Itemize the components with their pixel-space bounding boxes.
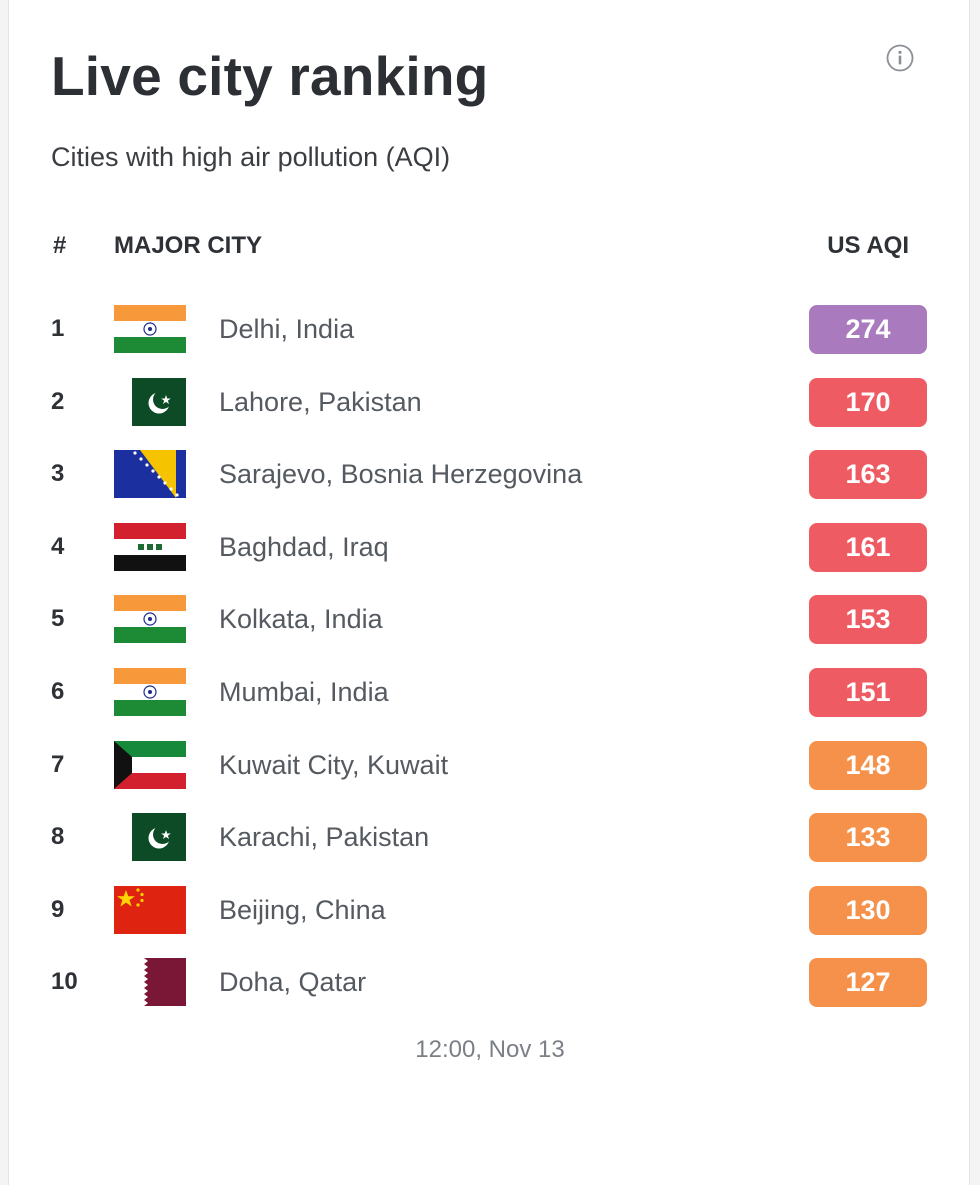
bosnia-flag-icon [114,450,186,499]
city-name-link[interactable]: Delhi, India [219,314,355,344]
kuwait-flag-icon [114,740,186,789]
table-row[interactable]: 8 Karachi, Pakistan 133 [9,811,971,863]
rank-number: 5 [51,605,65,633]
aqi-badge: 127 [809,958,927,1008]
rank-number: 6 [51,678,65,705]
pakistan-flag-icon [132,813,186,862]
city-name-link[interactable]: Kolkata, India [219,604,383,635]
column-header-aqi: US AQI [827,232,909,259]
city-ranking-card: Live city ranking Cities with high air p… [8,0,970,1185]
aqi-badge: 151 [809,668,927,717]
subtitle: Cities with high air pollution (AQI) [51,142,451,172]
city-name-link[interactable]: Sarajevo, Bosnia Herzegovina [219,459,583,490]
rank-number: 4 [51,532,65,560]
city-name-link[interactable]: Baghdad, Iraq [219,531,389,562]
india-flag-icon [114,305,186,353]
city-name-link[interactable]: Kuwait City, Kuwait [219,749,449,780]
aqi-badge: 153 [809,595,927,645]
rank-number: 7 [51,750,65,778]
india-flag-icon [114,595,186,644]
aqi-badge: 163 [809,450,927,500]
rank-number: 10 [51,968,78,996]
city-name-link[interactable]: Beijing, China [219,894,386,925]
india-flag-icon [114,668,186,716]
city-name-link[interactable]: Karachi, Pakistan [219,822,430,853]
column-header-city: MAJOR CITY [114,232,263,259]
aqi-badge: 170 [809,377,927,427]
column-header-rank: # [53,232,67,259]
city-name-link[interactable]: Mumbai, India [219,677,389,707]
aqi-badge: 130 [809,885,927,935]
qatar-flag-icon [132,958,186,1007]
table-row[interactable]: 6 Mumbai, India 151 [9,666,971,718]
table-row[interactable]: 5 Kolkata, India 153 [9,593,971,645]
aqi-badge: 274 [809,305,927,354]
rank-number: 8 [51,823,65,851]
table-row[interactable]: 7 Kuwait City, Kuwait 148 [9,739,971,791]
city-name-link[interactable]: Doha, Qatar [219,967,367,998]
rank-number: 2 [51,387,65,415]
table-row[interactable]: 2 Lahore, Pakistan 170 [9,376,971,428]
aqi-badge: 161 [809,522,927,572]
pakistan-flag-icon [132,377,186,426]
china-flag-icon [114,885,186,934]
city-name-link[interactable]: Lahore, Pakistan [219,386,422,417]
aqi-badge: 133 [809,813,927,863]
rank-number: 3 [51,460,65,488]
iraq-flag-icon [114,522,186,571]
rank-number: 9 [51,895,65,923]
info-icon[interactable] [886,44,914,72]
page-title: Live city ranking [51,45,489,107]
table-row[interactable]: 3 Sarajevo, Bosnia Herzegovina 163 [9,448,971,500]
aqi-badge: 148 [809,740,927,790]
table-row[interactable]: 1 Delhi, India 274 [9,303,971,355]
update-timestamp: 12:00, Nov 13 [415,1036,565,1063]
rank-number: 1 [51,315,65,342]
table-row[interactable]: 4 Baghdad, Iraq 161 [9,521,971,573]
table-row[interactable]: 10 Doha, Qatar 127 [9,956,971,1008]
table-row[interactable]: 9 Beijing, China 130 [9,884,971,936]
